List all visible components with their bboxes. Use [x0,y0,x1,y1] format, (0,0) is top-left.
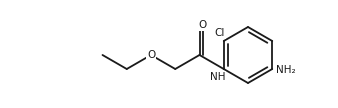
Text: NH: NH [210,72,225,82]
Text: O: O [198,20,206,30]
Text: Cl: Cl [215,28,225,38]
Text: O: O [147,50,155,60]
Text: NH₂: NH₂ [276,65,296,75]
